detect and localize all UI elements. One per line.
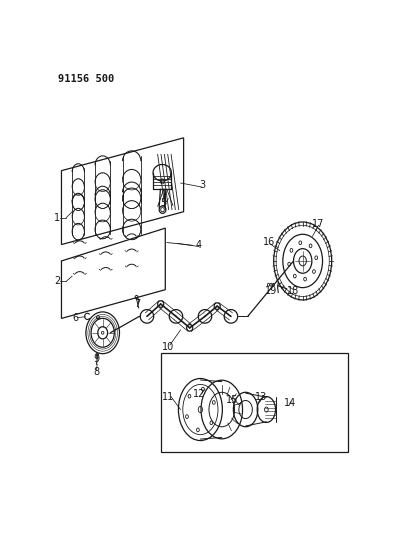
Text: 9: 9 [93, 354, 100, 365]
Text: 11: 11 [162, 392, 175, 402]
Text: 14: 14 [284, 398, 297, 408]
Text: 16: 16 [263, 238, 275, 247]
Text: 6: 6 [72, 313, 78, 324]
Text: 7: 7 [135, 299, 141, 309]
Text: 15: 15 [226, 394, 239, 405]
Text: 1: 1 [54, 213, 60, 223]
Text: 8: 8 [93, 367, 100, 377]
Text: 91156 500: 91156 500 [58, 74, 115, 84]
Text: 2: 2 [54, 277, 60, 286]
Text: 13: 13 [255, 392, 268, 402]
Text: 12: 12 [193, 389, 205, 399]
Text: 5: 5 [161, 198, 167, 208]
Text: 18: 18 [287, 286, 300, 295]
Text: 10: 10 [162, 342, 175, 352]
Text: 4: 4 [196, 239, 202, 249]
Text: 17: 17 [312, 219, 324, 229]
Text: 19: 19 [266, 286, 278, 295]
Bar [161, 353, 349, 452]
Text: 3: 3 [199, 180, 205, 190]
